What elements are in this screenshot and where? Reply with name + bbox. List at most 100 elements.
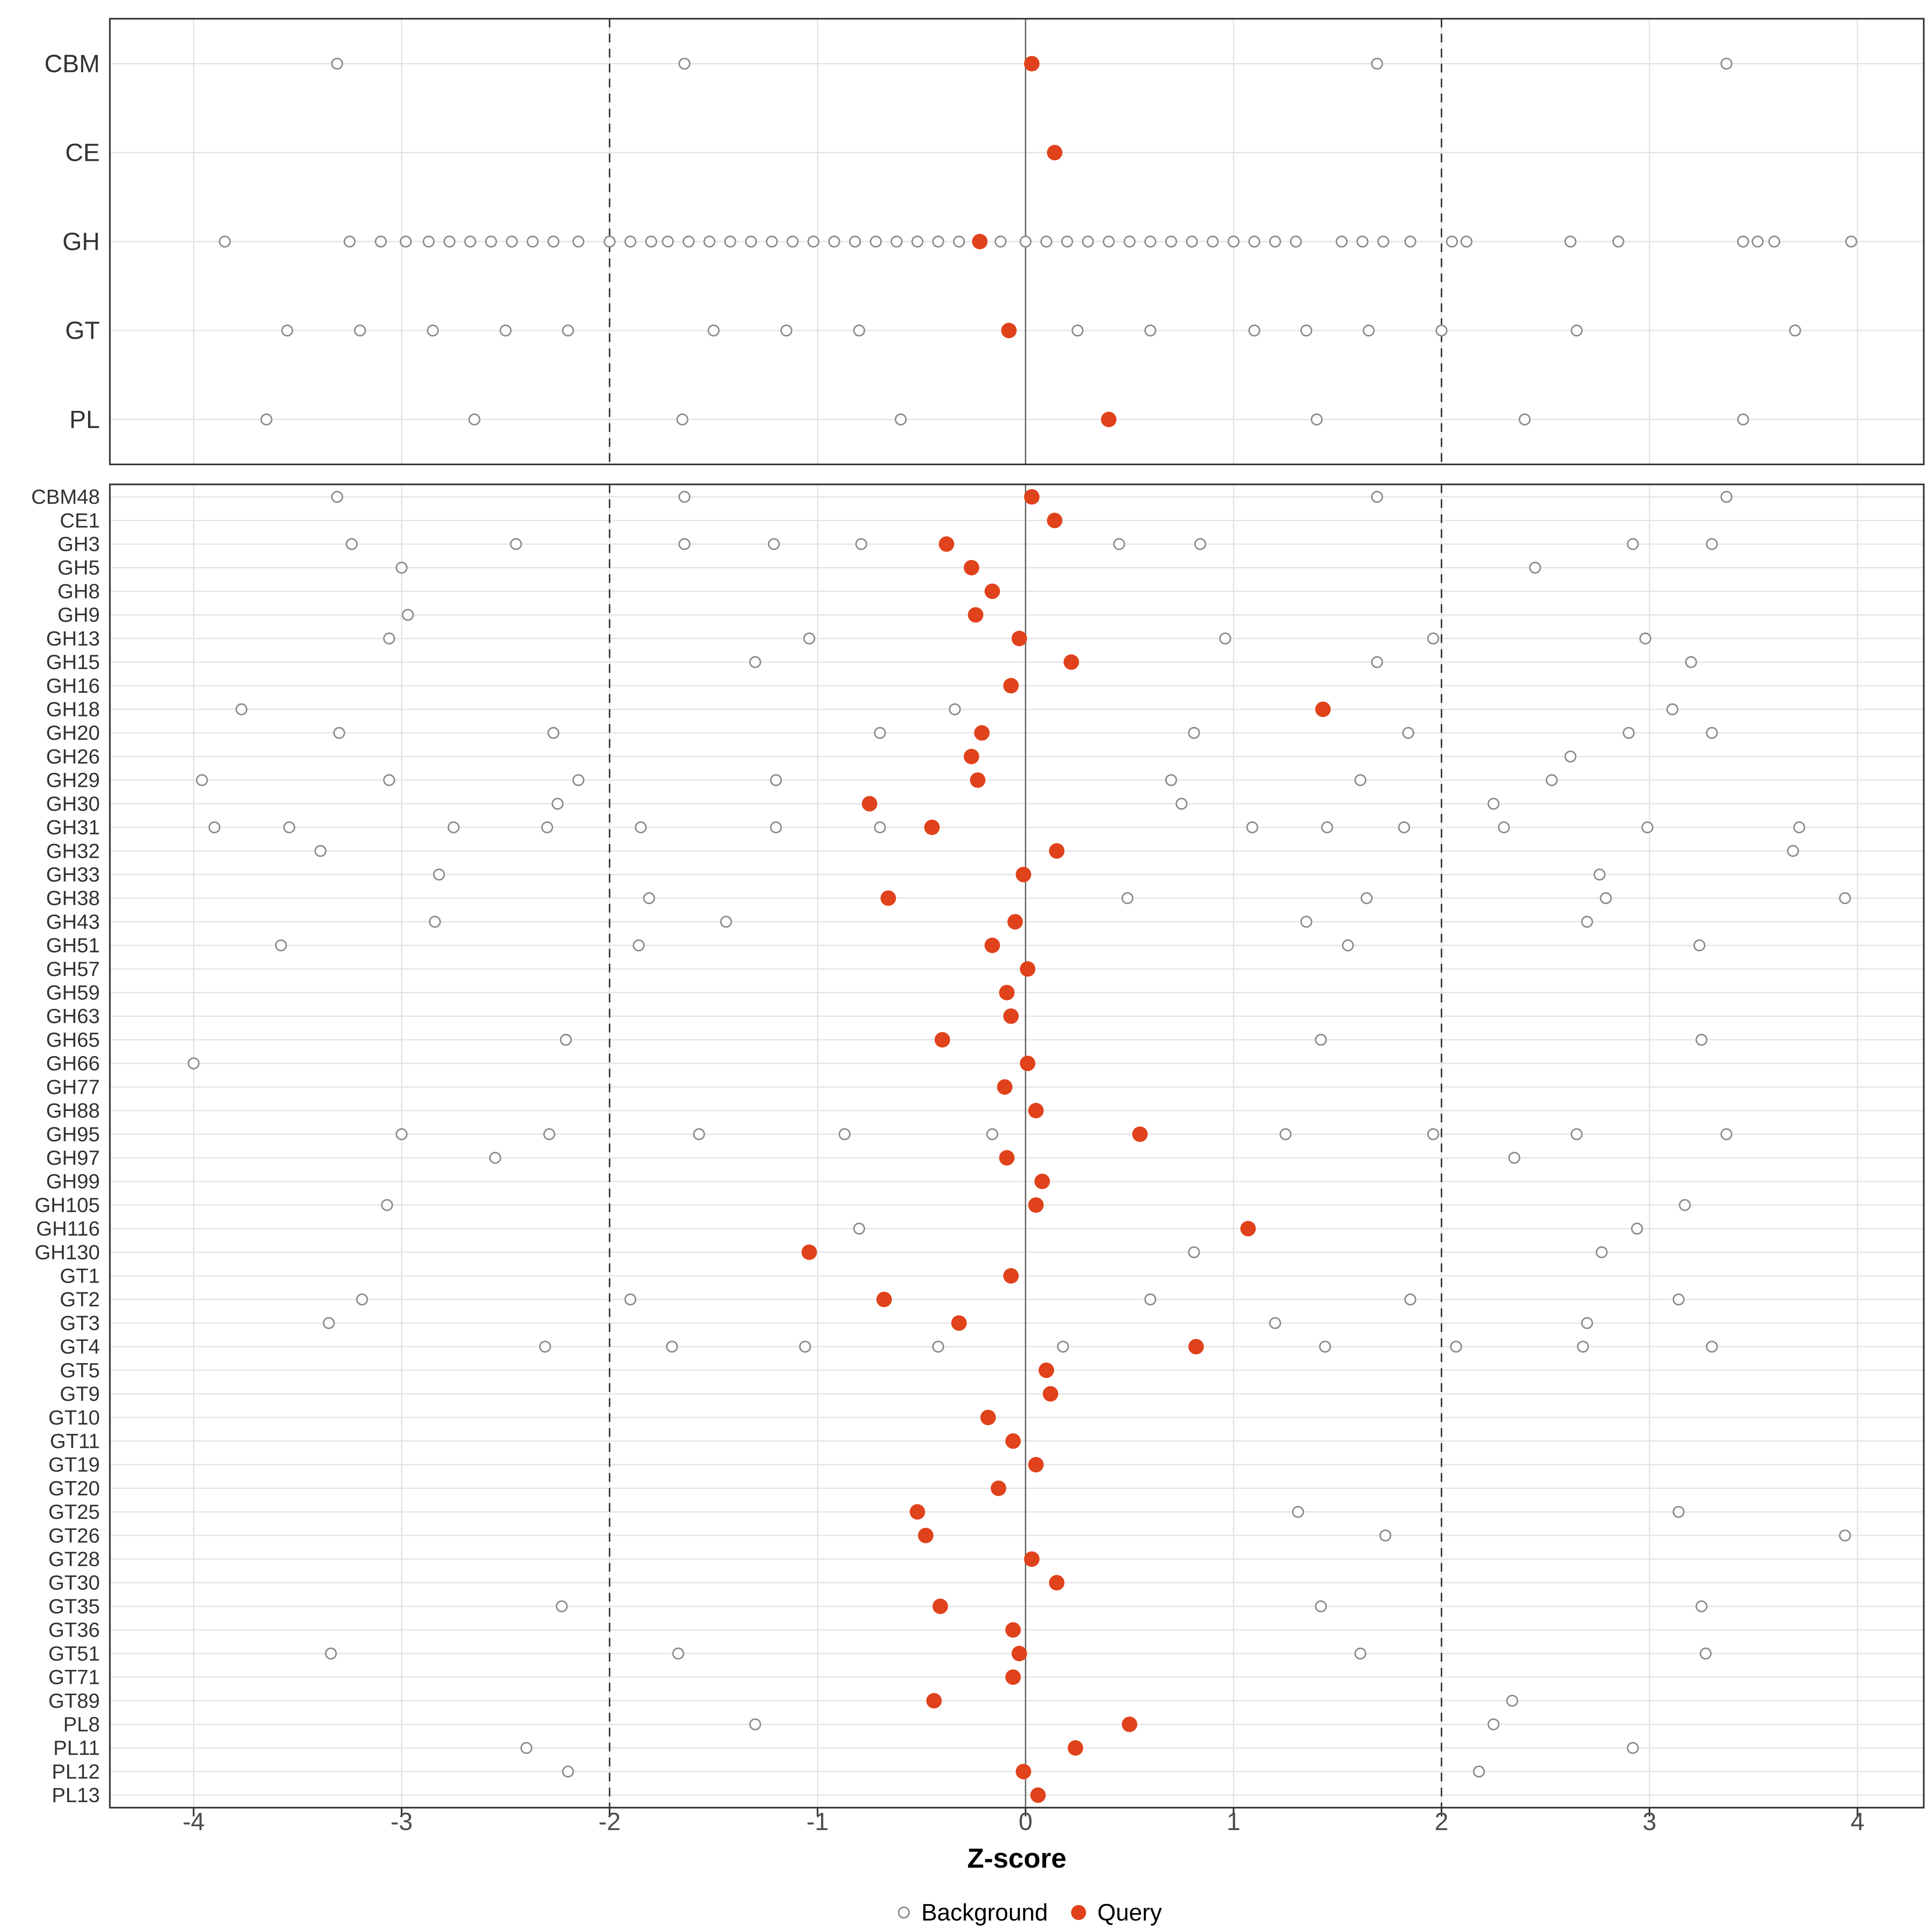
y-axis-label: GH xyxy=(62,228,100,256)
background-point xyxy=(1546,774,1558,786)
background-point xyxy=(1292,1506,1304,1518)
query-point xyxy=(1188,1339,1204,1355)
background-point xyxy=(543,1128,555,1140)
background-point xyxy=(1720,1128,1733,1140)
background-point xyxy=(1269,1317,1281,1329)
query-point xyxy=(974,725,990,741)
query-point xyxy=(970,772,986,788)
query-point xyxy=(1005,1669,1021,1685)
y-axis-label: PL12 xyxy=(52,1760,100,1783)
query-point xyxy=(1020,961,1036,977)
background-point xyxy=(343,235,356,248)
y-axis-label: GT2 xyxy=(60,1288,100,1311)
background-point xyxy=(235,703,248,715)
y-axis-label: GH3 xyxy=(57,533,100,556)
y-axis-label: GH63 xyxy=(46,1005,100,1028)
y-axis-label: GT20 xyxy=(48,1477,100,1500)
background-point xyxy=(1564,750,1577,763)
background-point xyxy=(1450,1341,1462,1353)
query-point xyxy=(880,890,896,906)
y-axis-label: GT19 xyxy=(48,1453,100,1476)
background-point xyxy=(1379,1529,1392,1542)
y-axis-label: GH130 xyxy=(35,1241,100,1264)
background-point xyxy=(1269,235,1281,248)
background-point xyxy=(1402,727,1415,739)
query-point xyxy=(968,607,983,623)
background-point xyxy=(855,538,867,550)
query-point xyxy=(1047,145,1063,160)
x-tick-label: 1 xyxy=(1227,1808,1241,1836)
background-point xyxy=(400,235,412,248)
background-point xyxy=(1377,235,1390,248)
background-point xyxy=(1356,235,1369,248)
background-point xyxy=(724,235,736,248)
background-point xyxy=(1839,1529,1851,1542)
query-point xyxy=(1001,322,1017,339)
background-point xyxy=(1599,892,1612,904)
subfamily-panel: CBM48CE1GH3GH5GH8GH9GH13GH15GH16GH18GH20… xyxy=(31,483,1925,1809)
background-point xyxy=(1019,235,1032,248)
y-axis-label: GH57 xyxy=(46,957,100,980)
background-point xyxy=(1144,1293,1156,1306)
y-axis-label: GH5 xyxy=(57,556,100,579)
background-point xyxy=(539,1341,551,1353)
query-point xyxy=(1101,411,1117,427)
background-point xyxy=(1123,235,1136,248)
query-point xyxy=(1121,1716,1137,1732)
background-point xyxy=(1789,324,1801,337)
y-axis-label: CBM48 xyxy=(31,485,100,508)
background-point xyxy=(768,538,780,550)
panel-background xyxy=(110,484,1924,1808)
x-tick-label: -1 xyxy=(807,1808,829,1836)
background-point xyxy=(1315,1600,1327,1612)
background-point xyxy=(661,235,674,248)
background-point xyxy=(1666,703,1679,715)
background-point xyxy=(803,632,815,645)
y-axis-label: GH88 xyxy=(46,1099,100,1122)
query-point xyxy=(1020,1055,1036,1071)
query-point xyxy=(951,1315,967,1331)
y-axis-label: GT89 xyxy=(48,1689,100,1712)
background-point xyxy=(911,235,924,248)
y-axis-label: GH33 xyxy=(46,863,100,886)
background-point xyxy=(986,1128,998,1140)
background-point xyxy=(325,1647,337,1660)
background-point xyxy=(1194,538,1206,550)
query-point xyxy=(980,1410,996,1425)
query-point xyxy=(910,1504,925,1520)
background-point xyxy=(1679,1199,1691,1211)
y-axis-label: GH97 xyxy=(46,1146,100,1169)
background-point xyxy=(1593,868,1606,881)
background-point xyxy=(572,235,585,248)
background-point xyxy=(749,1718,762,1731)
background-point xyxy=(1460,235,1473,248)
query-point xyxy=(1005,1433,1021,1449)
background-point xyxy=(1113,538,1125,550)
y-axis-label: GH38 xyxy=(46,887,100,910)
background-point xyxy=(354,324,366,337)
background-point xyxy=(196,774,208,786)
query-point xyxy=(1028,1457,1044,1473)
y-axis-label: GH16 xyxy=(46,674,100,697)
y-axis-label: PL11 xyxy=(53,1737,100,1760)
x-tick-label: -4 xyxy=(183,1808,205,1836)
y-axis-label: GT71 xyxy=(48,1666,100,1689)
background-point xyxy=(1737,235,1749,248)
background-point xyxy=(208,821,221,834)
background-point xyxy=(1040,235,1053,248)
background-point xyxy=(1427,1128,1439,1140)
query-point xyxy=(1030,1787,1046,1803)
background-point xyxy=(693,1128,705,1140)
background-point xyxy=(395,561,408,574)
background-point xyxy=(1165,235,1177,248)
background-point xyxy=(1695,1600,1708,1612)
background-point xyxy=(345,538,358,550)
background-point xyxy=(634,821,647,834)
background-point xyxy=(187,1057,200,1070)
y-axis-label: GT10 xyxy=(48,1406,100,1429)
background-point xyxy=(1787,845,1799,857)
query-point xyxy=(1047,513,1063,528)
background-point xyxy=(1487,798,1500,810)
y-axis-label: GH32 xyxy=(46,840,100,862)
